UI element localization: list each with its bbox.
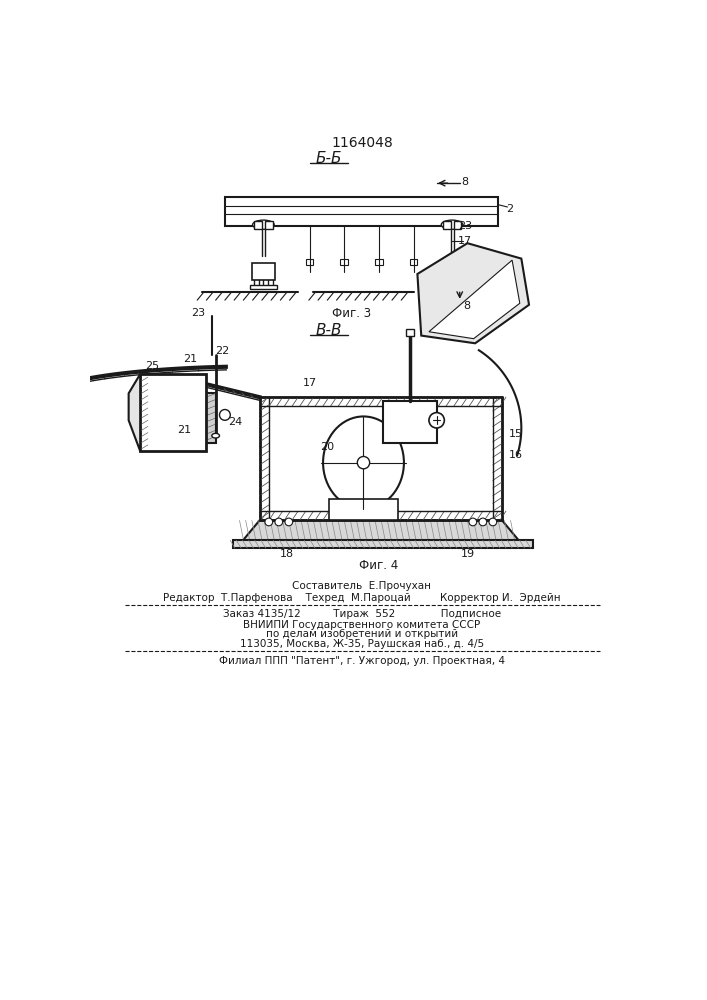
Bar: [204, 393, 216, 443]
Text: 19: 19: [460, 549, 474, 559]
Text: 24: 24: [228, 417, 242, 427]
Bar: [406, 329, 414, 336]
Text: 8: 8: [463, 301, 470, 311]
Bar: [305, 259, 313, 265]
Polygon shape: [129, 374, 140, 451]
Bar: [252, 263, 275, 280]
Circle shape: [429, 413, 444, 428]
Bar: [225, 197, 498, 226]
Bar: [329, 499, 398, 520]
Text: 16: 16: [509, 450, 523, 460]
Ellipse shape: [441, 220, 463, 229]
Text: 15: 15: [509, 429, 523, 439]
Circle shape: [275, 518, 283, 526]
Circle shape: [489, 518, 497, 526]
Text: 2: 2: [506, 204, 513, 214]
Bar: [443, 221, 450, 229]
Bar: [382, 401, 437, 443]
Text: 18: 18: [279, 549, 293, 559]
Bar: [438, 285, 466, 289]
Circle shape: [285, 518, 293, 526]
Text: по делам изобретений и открытий: по делам изобретений и открытий: [266, 629, 458, 639]
Ellipse shape: [323, 416, 404, 509]
Circle shape: [219, 410, 230, 420]
Bar: [340, 259, 348, 265]
Polygon shape: [417, 243, 529, 343]
Text: 113035, Москва, Ж-35, Раушская наб., д. 4/5: 113035, Москва, Ж-35, Раушская наб., д. …: [240, 639, 484, 649]
Bar: [254, 221, 262, 229]
Text: Филиал ППП "Патент", г. Ужгород, ул. Проектная, 4: Филиал ППП "Патент", г. Ужгород, ул. Про…: [219, 656, 505, 666]
Text: 23: 23: [458, 221, 472, 231]
Text: 21: 21: [183, 354, 197, 364]
Text: Заказ 4135/12          Тираж  552              Подписное: Заказ 4135/12 Тираж 552 Подписное: [223, 609, 501, 619]
Bar: [493, 397, 502, 520]
Text: 23: 23: [191, 308, 205, 318]
Bar: [409, 259, 417, 265]
Text: 20: 20: [320, 442, 334, 452]
Text: 1164048: 1164048: [331, 136, 393, 150]
Text: 21: 21: [177, 425, 191, 435]
Polygon shape: [240, 520, 521, 544]
Text: Б-Б: Б-Б: [315, 151, 342, 166]
Bar: [440, 263, 464, 280]
Circle shape: [469, 518, 477, 526]
Bar: [375, 259, 382, 265]
Ellipse shape: [252, 220, 274, 229]
Text: 17: 17: [458, 236, 472, 246]
Text: Редактор  Т.Парфенова    Техред  М.Пароцай         Корректор И.  Эрдейн: Редактор Т.Парфенова Техред М.Пароцай Ко…: [163, 593, 561, 603]
Bar: [250, 285, 277, 289]
Text: 22: 22: [216, 346, 230, 356]
Bar: [140, 374, 206, 451]
Text: Фиг. 4: Фиг. 4: [359, 559, 399, 572]
Text: В-В: В-В: [315, 323, 342, 338]
Text: Составитель  Е.Прочухан: Составитель Е.Прочухан: [293, 581, 431, 591]
Text: 25: 25: [145, 361, 159, 371]
Circle shape: [357, 456, 370, 469]
Bar: [265, 221, 273, 229]
Bar: [233, 540, 533, 548]
Ellipse shape: [212, 433, 219, 438]
Bar: [259, 511, 502, 520]
Text: 8: 8: [462, 177, 469, 187]
Circle shape: [265, 518, 273, 526]
Bar: [454, 221, 461, 229]
Circle shape: [479, 518, 486, 526]
Text: ВНИИПИ Государственного комитета СССР: ВНИИПИ Государственного комитета СССР: [243, 620, 481, 630]
Text: Фиг. 3: Фиг. 3: [332, 307, 371, 320]
Bar: [259, 397, 502, 406]
Bar: [259, 397, 269, 520]
Polygon shape: [429, 260, 520, 339]
Text: 17: 17: [303, 378, 317, 388]
